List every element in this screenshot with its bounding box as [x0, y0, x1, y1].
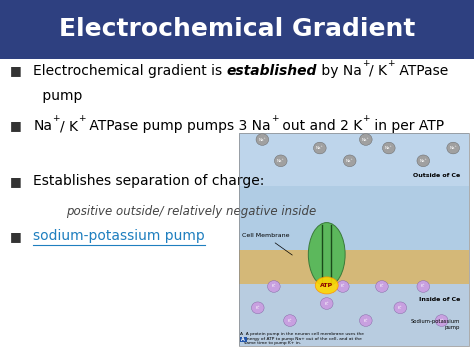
Text: A  A protein pump in the neuron cell membrane uses the
   energy of ATP to pump : A A protein pump in the neuron cell memb…: [240, 332, 365, 345]
Text: A: A: [241, 337, 245, 342]
Text: Na⁺: Na⁺: [277, 159, 284, 163]
Text: Na⁺: Na⁺: [316, 146, 324, 150]
Text: +: +: [363, 114, 370, 123]
Text: sodium-potassium pump: sodium-potassium pump: [33, 229, 205, 243]
Text: Na⁺: Na⁺: [362, 137, 370, 142]
Text: Na⁺: Na⁺: [449, 146, 457, 150]
Text: / K: / K: [369, 64, 387, 78]
Ellipse shape: [320, 297, 333, 310]
Text: Outside of Ce: Outside of Ce: [413, 173, 460, 178]
Text: out and 2 K: out and 2 K: [278, 119, 363, 133]
Bar: [239, 133, 469, 186]
Text: ■: ■: [9, 65, 21, 77]
Text: K⁺: K⁺: [324, 301, 329, 306]
Ellipse shape: [417, 280, 429, 293]
Bar: [239, 250, 469, 284]
Text: Na⁺: Na⁺: [385, 146, 392, 150]
Text: Electrochemical gradient is: Electrochemical gradient is: [33, 64, 227, 78]
Text: K⁺: K⁺: [364, 318, 368, 323]
Text: K⁺: K⁺: [255, 306, 260, 310]
Text: Cell Membrane: Cell Membrane: [242, 234, 292, 255]
Text: K⁺: K⁺: [398, 306, 403, 310]
Text: Na⁺: Na⁺: [346, 159, 354, 163]
Ellipse shape: [308, 223, 345, 286]
Ellipse shape: [337, 280, 349, 293]
Text: ATPase pump pumps 3 Na: ATPase pump pumps 3 Na: [85, 119, 271, 133]
Ellipse shape: [267, 280, 280, 293]
Ellipse shape: [256, 134, 269, 146]
Ellipse shape: [417, 155, 429, 166]
Ellipse shape: [435, 315, 448, 327]
Ellipse shape: [274, 155, 287, 166]
Ellipse shape: [315, 277, 338, 294]
Text: Inside of Ce: Inside of Ce: [419, 297, 460, 302]
Text: K⁺: K⁺: [272, 284, 276, 289]
Text: by Na: by Na: [317, 64, 362, 78]
Text: ■: ■: [9, 230, 21, 242]
Text: +: +: [52, 114, 60, 123]
Ellipse shape: [375, 280, 388, 293]
Text: Na: Na: [33, 119, 52, 133]
Ellipse shape: [359, 315, 372, 327]
Text: K⁺: K⁺: [380, 284, 384, 289]
Text: ■: ■: [9, 175, 21, 187]
Bar: [0, 0, 474, 59]
Text: / K: / K: [60, 119, 78, 133]
Text: ATP: ATP: [320, 283, 333, 288]
Text: +: +: [362, 59, 369, 68]
Ellipse shape: [359, 134, 372, 146]
Text: positive outside/ relatively negative inside: positive outside/ relatively negative in…: [66, 205, 317, 218]
Text: Na⁺: Na⁺: [419, 159, 427, 163]
Text: K⁺: K⁺: [421, 284, 426, 289]
Ellipse shape: [343, 155, 356, 166]
Text: pump: pump: [38, 89, 82, 103]
Text: K⁺: K⁺: [439, 318, 444, 323]
Text: +: +: [78, 114, 85, 123]
Ellipse shape: [447, 142, 459, 154]
Text: +: +: [387, 59, 395, 68]
Text: ATPase: ATPase: [395, 64, 448, 78]
Bar: [239, 133, 469, 346]
Ellipse shape: [283, 315, 296, 327]
Text: Na⁺: Na⁺: [258, 137, 266, 142]
Ellipse shape: [251, 302, 264, 314]
Text: Electrochemical Gradient: Electrochemical Gradient: [59, 17, 415, 41]
Text: ■: ■: [9, 120, 21, 132]
Bar: [239, 133, 469, 257]
Text: +: +: [271, 114, 278, 123]
Ellipse shape: [394, 302, 407, 314]
Text: K⁺: K⁺: [288, 318, 292, 323]
Text: established: established: [227, 64, 317, 78]
Bar: [240, 337, 247, 342]
Text: Establishes separation of charge:: Establishes separation of charge:: [33, 174, 264, 188]
Text: Sodium-potassium
pump: Sodium-potassium pump: [410, 320, 460, 330]
Text: in per ATP: in per ATP: [370, 119, 444, 133]
Ellipse shape: [313, 142, 326, 154]
Text: K⁺: K⁺: [340, 284, 345, 289]
Ellipse shape: [383, 142, 395, 154]
Bar: [239, 280, 469, 346]
